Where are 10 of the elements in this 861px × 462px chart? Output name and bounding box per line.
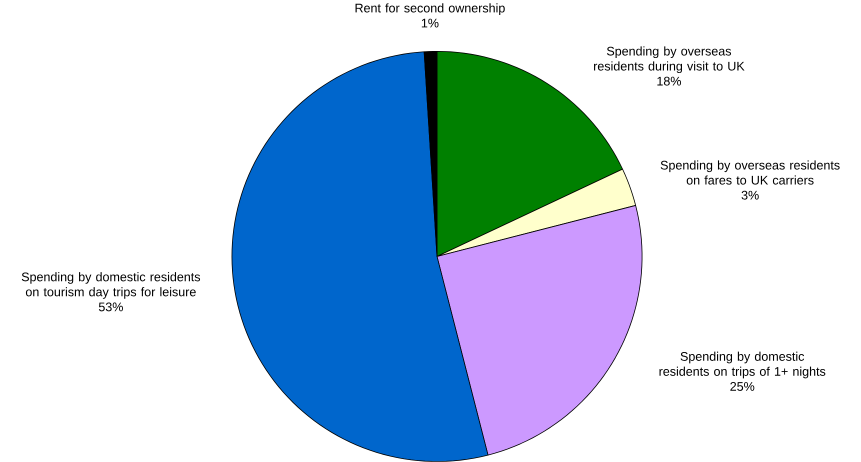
data-label: 18% [657,76,682,86]
data-label: 3% [742,190,759,200]
data-label: 1% [422,18,439,28]
data-label: 53% [98,302,123,312]
slice-label: Spending by domestic residents on tourism day trips for leisure [22,272,200,299]
slice-label: Spending by overseas residents during visit to UK [594,46,745,74]
slice-label: Rent for second ownership [356,3,505,16]
data-label: 25% [730,382,754,391]
slice-label: Spending by overseas residents on fares to UK carriers [660,160,840,185]
slice-label: Spending by domestic residents on trips of 1+ nights [659,352,826,378]
